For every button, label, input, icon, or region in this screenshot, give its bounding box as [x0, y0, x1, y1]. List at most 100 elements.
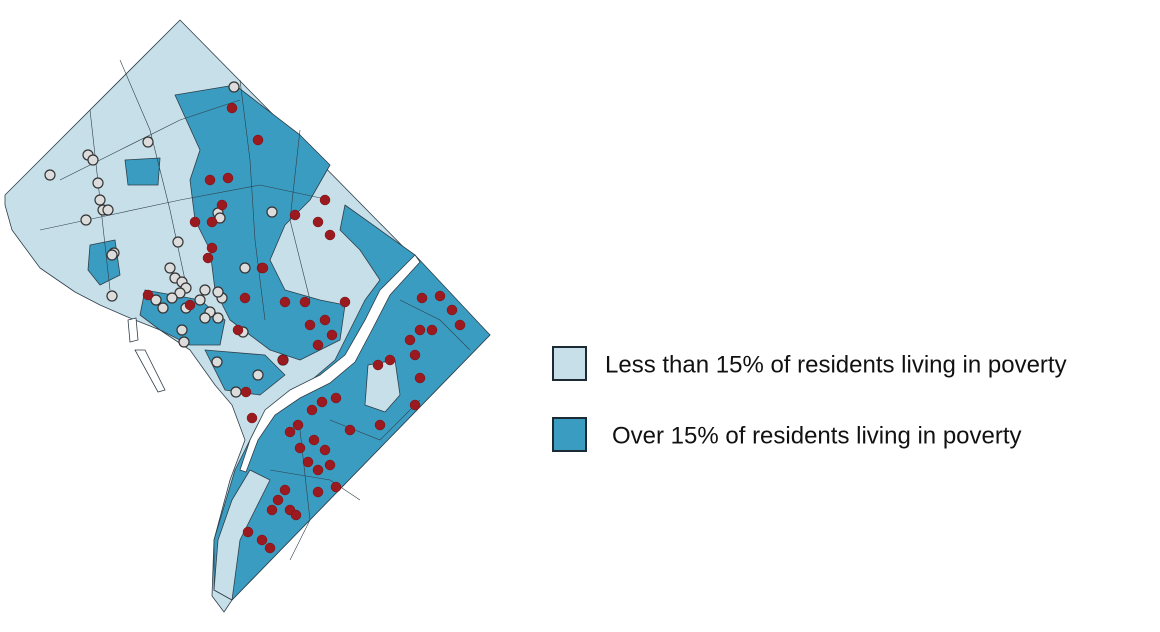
- sites: [44, 81, 466, 554]
- grey-site: [80, 214, 92, 226]
- red-site: [279, 484, 291, 496]
- grey-site: [106, 290, 118, 302]
- red-site: [279, 296, 291, 308]
- grey-site: [94, 194, 106, 206]
- grey-site: [164, 262, 176, 274]
- red-site: [204, 174, 216, 186]
- red-site: [319, 444, 331, 456]
- red-site: [312, 464, 324, 476]
- grey-site: [87, 154, 99, 166]
- red-site: [344, 424, 356, 436]
- legend-swatch: [552, 417, 587, 452]
- red-site: [414, 324, 426, 336]
- red-site: [312, 339, 324, 351]
- red-site: [222, 172, 234, 184]
- red-site: [434, 290, 446, 302]
- red-site: [319, 314, 331, 326]
- red-site: [206, 242, 218, 254]
- red-site: [294, 442, 306, 454]
- grey-site: [239, 262, 251, 274]
- red-site: [189, 216, 201, 228]
- grey-site: [142, 136, 154, 148]
- grey-site: [199, 312, 211, 324]
- legend-label: Less than 15% of residents living in pov…: [605, 351, 1067, 378]
- grey-site: [157, 302, 169, 314]
- red-site: [409, 349, 421, 361]
- grey-site: [106, 249, 118, 261]
- red-site: [302, 456, 314, 468]
- red-site: [404, 334, 416, 346]
- grey-site: [194, 294, 206, 306]
- red-site: [319, 194, 331, 206]
- red-site: [246, 412, 258, 424]
- legend: Less than 15% of residents living in pov…: [552, 346, 1067, 452]
- red-site: [299, 296, 311, 308]
- red-site: [239, 292, 251, 304]
- red-site: [240, 386, 252, 398]
- red-site: [304, 319, 316, 331]
- red-site: [306, 404, 318, 416]
- grey-site: [166, 292, 178, 304]
- grey-site: [212, 312, 224, 324]
- grey-site: [178, 336, 190, 348]
- grey-site: [102, 204, 114, 216]
- red-site: [184, 299, 196, 311]
- red-site: [142, 289, 154, 301]
- red-site: [374, 419, 386, 431]
- red-site: [266, 504, 278, 516]
- grey-site: [228, 81, 240, 93]
- red-site: [256, 534, 268, 546]
- grey-site: [212, 286, 224, 298]
- high-poverty-area: [124, 157, 161, 186]
- grey-site: [174, 287, 186, 299]
- high-poverty-area: [204, 349, 286, 396]
- red-site: [289, 209, 301, 221]
- red-site: [277, 354, 289, 366]
- grey-site: [176, 324, 188, 336]
- red-site: [292, 419, 304, 431]
- red-site: [326, 329, 338, 341]
- legend-swatch: [552, 346, 587, 381]
- red-site: [324, 229, 336, 241]
- grey-site: [230, 386, 242, 398]
- grey-site: [211, 356, 223, 368]
- red-site: [454, 319, 466, 331]
- red-site: [284, 426, 296, 438]
- red-site: [290, 509, 302, 521]
- grey-site: [44, 169, 56, 181]
- red-site: [414, 372, 426, 384]
- red-site: [312, 486, 324, 498]
- red-site: [316, 396, 328, 408]
- anacostia-river: [239, 254, 421, 473]
- red-site: [409, 399, 421, 411]
- red-site: [242, 526, 254, 538]
- red-site: [330, 481, 342, 493]
- potomac-island: [127, 317, 139, 343]
- red-site: [252, 134, 264, 146]
- map: [4, 19, 491, 613]
- red-site: [257, 262, 269, 274]
- red-site: [330, 392, 342, 404]
- red-site: [272, 494, 284, 506]
- red-site: [308, 434, 320, 446]
- red-site: [339, 296, 351, 308]
- red-site: [202, 252, 214, 264]
- red-site: [426, 324, 438, 336]
- red-site: [324, 459, 336, 471]
- grey-site: [92, 177, 104, 189]
- red-site: [226, 102, 238, 114]
- grey-site: [199, 284, 211, 296]
- potomac-island: [134, 349, 166, 393]
- red-site: [232, 324, 244, 336]
- grey-site: [150, 294, 162, 306]
- red-site: [206, 216, 218, 228]
- red-site: [384, 354, 396, 366]
- grey-site: [172, 236, 184, 248]
- red-site: [312, 216, 324, 228]
- legend-label: Over 15% of residents living in poverty: [612, 422, 1022, 449]
- red-site: [416, 292, 428, 304]
- red-site: [264, 542, 276, 554]
- red-site: [372, 359, 384, 371]
